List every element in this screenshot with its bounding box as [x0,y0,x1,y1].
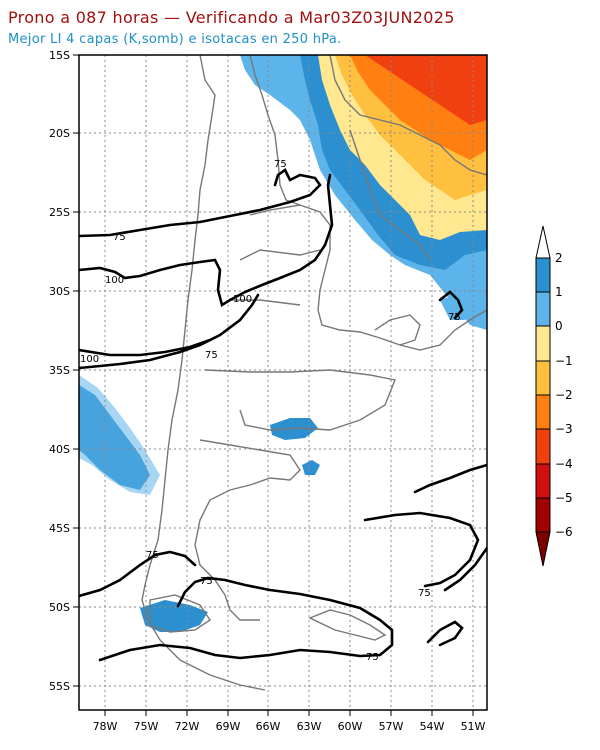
colorbar-swatch [535,497,551,533]
lon-label: 57W [379,720,404,733]
latitude-axis [73,54,79,687]
lon-label: 78W [93,720,118,733]
isotach-label: 75 [274,159,287,170]
lat-label: 45S [49,522,70,535]
colorbar: 2 1 0 −1 −2 −3 −4 −5 −6 [535,225,573,567]
isotach-label: 100 [233,294,252,305]
lon-label: 66W [256,720,281,733]
li-shade-lightblue-west [79,375,160,495]
isotach-label: 75 [448,312,461,323]
li-shade-red [365,55,487,125]
lat-label: 15S [49,49,70,62]
colorbar-top-arrow [535,225,551,259]
colorbar-label: 0 [555,319,563,333]
lat-label: 35S [49,364,70,377]
lon-label: 63W [297,720,322,733]
lat-label: 50S [49,601,70,614]
colorbar-swatch [535,257,551,293]
isotach-label: 75 [113,232,126,243]
lat-label: 20S [49,127,70,140]
colorbar-label: 2 [555,251,563,265]
isotach-label: 75 [146,550,159,561]
colorbar-label: −1 [555,354,573,368]
colorbar-swatch [535,463,551,499]
coastlines [141,55,487,691]
colorbar-swatch [535,428,551,465]
grid-lines [79,55,487,710]
colorbar-swatch [535,360,551,396]
map-frame [78,54,488,711]
isotach-label: 75 [200,576,213,587]
li-shade-blue-patch [302,460,320,475]
isotach-label: 100 [80,354,99,365]
lon-label: 54W [420,720,445,733]
lat-label: 55S [49,680,70,693]
latitude-labels: 15S 20S 25S 30S 35S 40S 45S 50S 55S [49,49,70,693]
colorbar-label: −3 [555,422,573,436]
li-shade-blue-south [140,600,208,632]
lon-label: 72W [175,720,200,733]
isotach-label: 75 [418,588,431,599]
isotach-label: 75 [205,350,218,361]
lat-label: 30S [49,285,70,298]
colorbar-swatch [535,394,551,430]
map-subtitle: Mejor LI 4 capas (K,somb) e isotacas en … [8,32,342,47]
lon-label: 69W [216,720,241,733]
colorbar-swatch [535,291,551,327]
colorbar-label: 1 [555,285,563,299]
lon-label: 60W [338,720,363,733]
colorbar-swatch [535,325,551,362]
colorbar-label: −2 [555,388,573,402]
isotach-label: 75 [366,652,379,663]
lon-label: 51W [461,720,486,733]
lon-label: 75W [134,720,159,733]
colorbar-label: −6 [555,525,573,539]
isotach-label: 100 [105,275,124,286]
colorbar-label: −5 [555,491,573,505]
lat-label: 25S [49,206,70,219]
longitude-axis [104,710,474,716]
lat-label: 40S [49,443,70,456]
isotach-labels: 75 75 100 100 100 75 75 75 75 75 75 [80,159,461,663]
colorbar-label: −4 [555,457,573,471]
isotach-contours [79,168,487,662]
colorbar-bottom-arrow [535,531,551,567]
longitude-labels: 78W 75W 72W 69W 66W 63W 60W 57W 54W 51W [93,720,486,733]
li-shade-blue-east [440,295,470,320]
map-title: Prono a 087 horas — Verificando a Mar03Z… [8,8,455,27]
